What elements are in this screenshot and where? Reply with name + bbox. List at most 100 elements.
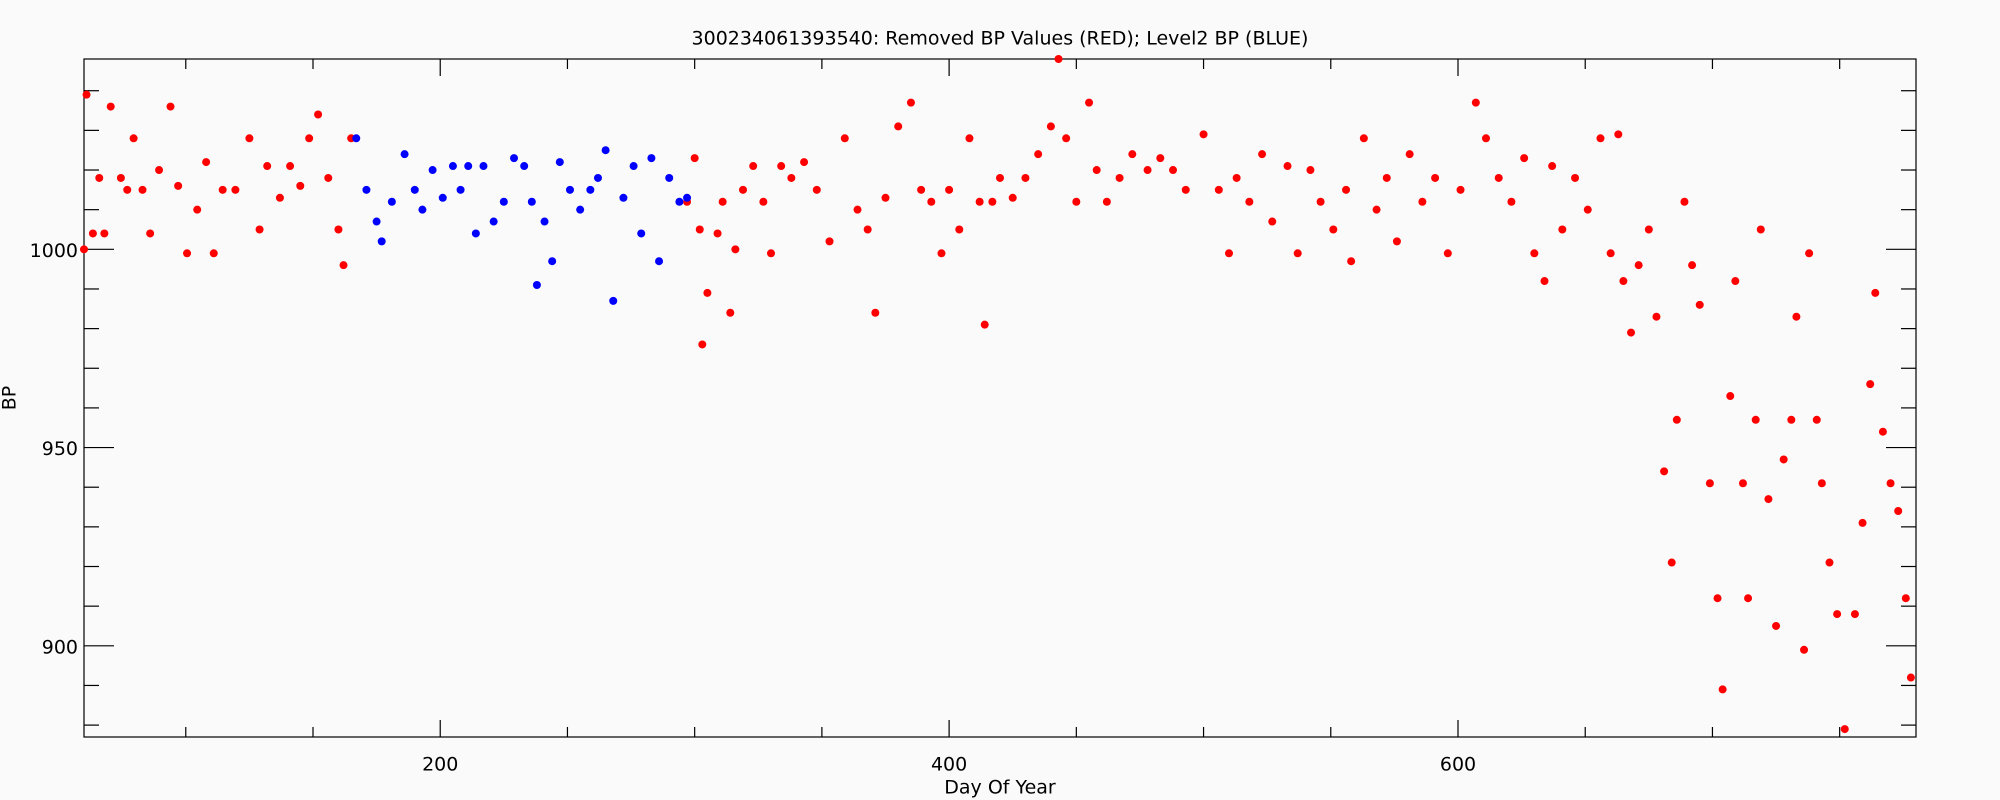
data-point [1169, 166, 1178, 175]
data-point [1866, 380, 1875, 389]
data-point [840, 134, 849, 143]
data-point [362, 185, 371, 194]
data-point [275, 193, 284, 202]
data-point [975, 197, 984, 206]
data-point [1316, 197, 1325, 206]
data-point [1558, 225, 1567, 234]
data-point [499, 197, 508, 206]
chart-title: 300234061393540: Removed BP Values (RED)… [692, 28, 1309, 50]
data-point [1744, 594, 1753, 603]
data-point [377, 237, 386, 246]
data-point [1507, 197, 1516, 206]
data-point [448, 162, 457, 171]
data-point [665, 173, 674, 182]
data-point [1901, 594, 1910, 603]
data-point [767, 249, 775, 258]
data-point [410, 185, 419, 194]
data-point [1418, 197, 1427, 206]
data-point [438, 193, 447, 202]
data-point [937, 249, 946, 258]
data-point [726, 308, 735, 317]
data-point [1833, 610, 1842, 619]
data-point [1627, 328, 1636, 337]
data-point [129, 134, 138, 143]
data-point [352, 134, 361, 143]
data-point [1085, 98, 1094, 107]
data-point [718, 197, 727, 206]
data-point [1850, 610, 1859, 619]
data-point [863, 225, 872, 234]
data-point [183, 249, 192, 258]
data-point [906, 98, 915, 107]
data-point [787, 173, 796, 182]
data-point [106, 102, 115, 111]
data-point [871, 308, 880, 317]
data-point [123, 185, 132, 194]
plot-frame [83, 58, 1917, 738]
data-point [713, 229, 722, 238]
data-point [1772, 621, 1781, 630]
data-point [1232, 173, 1241, 182]
data-point [1726, 392, 1735, 401]
data-point [263, 162, 272, 171]
data-point [1072, 197, 1081, 206]
data-point [759, 197, 768, 206]
data-point [339, 261, 348, 270]
data-point [1548, 162, 1557, 171]
data-point [1258, 150, 1267, 159]
data-point [576, 205, 585, 214]
data-point [1329, 225, 1338, 234]
data-point [1652, 312, 1661, 321]
x-axis-label: Day Of Year [944, 777, 1056, 799]
data-point [1347, 257, 1356, 266]
data-point [980, 320, 989, 329]
data-point [586, 185, 595, 194]
data-point [231, 185, 240, 194]
data-point [1456, 185, 1465, 194]
x-tick-label: 400 [931, 754, 967, 776]
data-point [1443, 249, 1452, 258]
data-point [927, 197, 936, 206]
data-point [555, 158, 564, 167]
data-point [853, 205, 862, 214]
data-point [155, 166, 164, 175]
data-point [675, 197, 684, 206]
data-point [825, 237, 834, 246]
data-point [917, 185, 926, 194]
data-point [1871, 288, 1880, 297]
data-point [800, 158, 809, 167]
data-point [965, 134, 974, 143]
data-point [116, 173, 125, 182]
data-point [334, 225, 343, 234]
data-point [80, 245, 88, 254]
data-point [1054, 55, 1063, 63]
x-tick-label: 200 [422, 754, 458, 776]
data-point [1792, 312, 1801, 321]
data-point [637, 229, 646, 238]
data-point [324, 173, 333, 182]
data-point [1540, 277, 1549, 286]
data-point [1062, 134, 1071, 143]
data-point [1372, 205, 1381, 214]
data-point [418, 205, 427, 214]
data-point [945, 185, 954, 194]
data-point [479, 162, 488, 171]
data-point [601, 146, 610, 155]
data-point [619, 193, 628, 202]
data-point [428, 166, 437, 175]
data-point [387, 197, 396, 206]
data-point [739, 185, 748, 194]
data-point [95, 173, 104, 182]
data-point [683, 193, 692, 202]
data-point [1199, 130, 1208, 139]
y-tick-label: 950 [42, 438, 78, 460]
data-point [314, 110, 323, 119]
data-point [1143, 166, 1152, 175]
data-point [1894, 507, 1903, 515]
y-axis-label: BP [0, 386, 21, 411]
data-point [548, 257, 557, 266]
data-point [1046, 122, 1055, 131]
data-point [1405, 150, 1414, 159]
data-point [1293, 249, 1302, 258]
